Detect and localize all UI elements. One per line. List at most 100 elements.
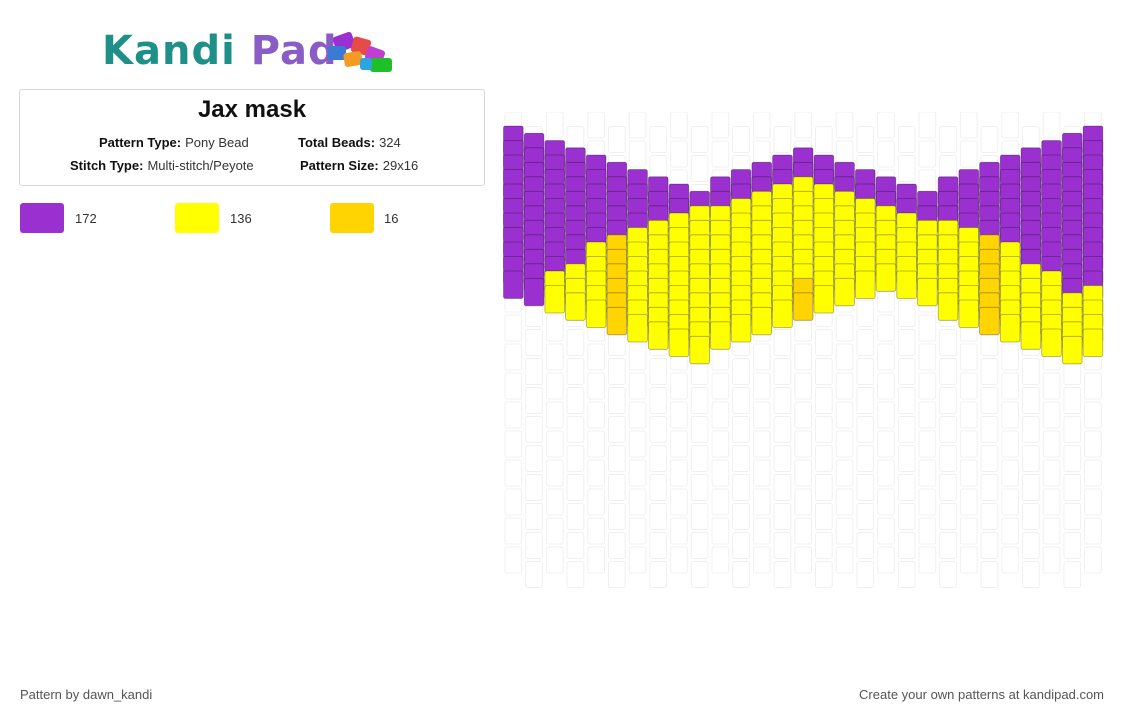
empty-bead-slot [897,561,916,588]
empty-bead-slot [566,416,585,443]
empty-bead-slot [711,401,730,429]
empty-bead-slot [608,561,626,588]
empty-bead-slot [587,372,606,400]
empty-bead-slot [1063,474,1082,501]
empty-bead-slot [856,300,875,327]
empty-bead-slot [525,445,543,472]
legend-count-gold: 16 [384,211,399,226]
empty-bead-slot [835,546,854,574]
empty-bead-slot [897,387,916,414]
empty-bead-slot [794,488,812,516]
empty-bead-slot [670,140,688,168]
empty-bead-slot [835,343,854,371]
empty-bead-slot [649,561,668,588]
bead [523,277,545,307]
empty-bead-slot [1084,372,1102,400]
empty-bead-slot [670,546,688,574]
empty-bead-slot [587,488,606,516]
empty-bead-slot [794,459,812,487]
empty-bead-slot [980,445,999,472]
empty-bead-slot [1084,488,1102,516]
empty-bead-slot [794,517,812,545]
empty-bead-slot [690,532,709,559]
total-beads-value: 324 [379,135,401,150]
empty-bead-slot [897,329,916,356]
empty-bead-slot [525,358,543,385]
empty-bead-slot [815,532,833,559]
pattern-info-card: Jax mask Pattern Type: Pony Bead Total Be… [19,89,485,186]
empty-bead-slot [773,503,792,530]
bead [1020,321,1042,350]
empty-bead-slot [1001,459,1019,487]
empty-bead-slot [959,343,978,371]
empty-bead-slot [752,343,771,371]
empty-bead-slot [711,430,730,458]
empty-bead-slot [794,112,812,139]
empty-bead-slot [1022,387,1040,414]
legend-count-purple: 172 [75,211,97,226]
empty-bead-slot [939,416,957,443]
empty-bead-slot [980,416,999,443]
empty-bead-slot [877,343,895,371]
bead [772,299,793,328]
empty-bead-slot [773,474,792,501]
empty-bead-slot [545,430,564,458]
empty-bead-slot [732,416,750,443]
empty-bead-slot [504,430,523,458]
empty-bead-slot [1022,358,1040,385]
empty-bead-slot [628,112,647,139]
empty-bead-slot [608,474,626,501]
empty-bead-slot [856,445,875,472]
empty-bead-slot [752,459,771,487]
empty-bead-slot [566,358,585,385]
empty-bead-slot [856,561,875,588]
empty-bead-slot [959,459,978,487]
empty-bead-slot [1063,503,1082,530]
empty-bead-slot [566,387,585,414]
kandi-pad-logo[interactable]: Kandi Pad [100,26,410,76]
empty-bead-slot [1063,445,1082,472]
bead [710,321,731,350]
empty-bead-slot [918,546,937,574]
bead [999,314,1021,343]
bead [958,299,979,328]
empty-bead-slot [939,561,957,588]
empty-bead-slot [794,372,812,400]
empty-bead-slot [504,372,523,400]
empty-bead-slot [918,112,937,139]
empty-bead-slot [773,561,792,588]
empty-bead-slot [959,546,978,574]
empty-bead-slot [897,503,916,530]
beads-logo-icon [328,31,392,72]
empty-bead-slot [732,474,750,501]
bead [896,270,917,299]
empty-bead-slot [732,561,750,588]
empty-bead-slot [1001,401,1019,429]
empty-bead-slot [649,126,668,153]
empty-bead-slot [628,140,647,168]
empty-bead-slot [628,517,647,545]
bead [937,292,959,321]
empty-bead-slot [897,445,916,472]
stitch-type-label: Stitch Type: [70,158,144,173]
bead [1082,328,1104,357]
empty-bead-slot [959,140,978,168]
empty-bead-slot [649,503,668,530]
empty-bead-slot [918,372,937,400]
pattern-type-value: Pony Bead [185,135,249,150]
empty-bead-slot [504,488,523,516]
create-patterns-link[interactable]: Create your own patterns at kandipad.com [859,687,1104,702]
empty-bead-slot [835,112,854,139]
empty-bead-slot [856,532,875,559]
empty-bead-slot [525,532,543,559]
empty-bead-slot [815,358,833,385]
empty-bead-slot [980,358,999,385]
pattern-author: Pattern by dawn_kandi [20,687,153,702]
empty-bead-slot [752,372,771,400]
empty-bead-slot [711,372,730,400]
pattern-size-label: Pattern Size: [300,158,379,173]
bead [544,285,566,314]
bead [730,314,752,343]
empty-bead-slot [587,401,606,429]
empty-bead-slot [877,488,895,516]
